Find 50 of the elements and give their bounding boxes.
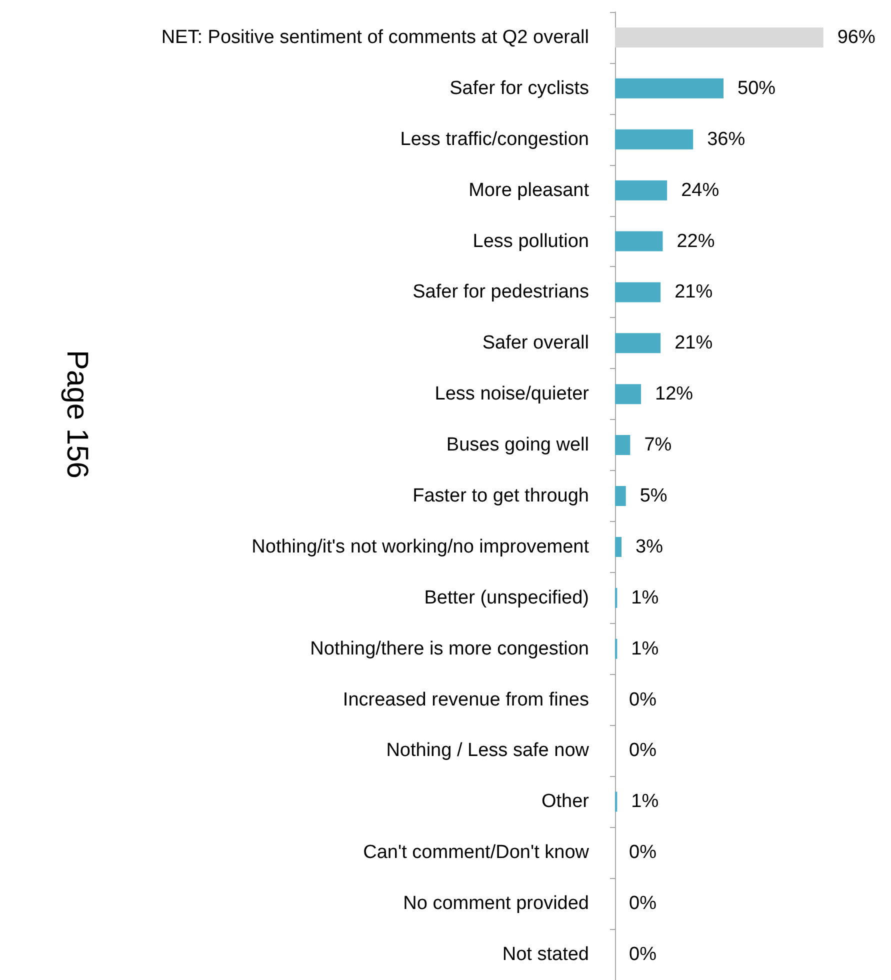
data-label: 0% (629, 740, 657, 762)
data-label: 0% (629, 893, 657, 914)
bar (615, 129, 694, 150)
y-tick-label: Faster to get through (412, 486, 589, 506)
data-label: 1% (631, 791, 659, 812)
data-label: 50% (738, 78, 776, 99)
y-tick-label: Safer for pedestrians (412, 282, 589, 303)
text: Page 156 (60, 350, 94, 478)
data-label: 0% (629, 842, 657, 864)
y-tick-label: Safer for cyclists (450, 78, 589, 99)
y-tick-label: Nothing/there is more congestion (310, 638, 589, 660)
y-tick-label: Buses going well (446, 434, 589, 456)
data-label: 1% (631, 587, 659, 608)
data-label: 7% (644, 434, 672, 456)
y-tick-label: NET: Positive sentiment of comments at Q2 overall (161, 26, 589, 48)
bar (615, 180, 668, 200)
bar (615, 231, 663, 252)
y-tick-label: Safer overall (482, 332, 589, 354)
data-label: 0% (629, 689, 657, 710)
data-label: 96% (837, 26, 876, 48)
y-tick-label: No comment provided (403, 893, 589, 914)
bar (615, 282, 661, 302)
y-tick-label: Increased revenue from fines (342, 689, 589, 710)
data-label: 1% (631, 638, 659, 660)
y-tick-label: Can't comment/Don't know (363, 842, 590, 864)
bar (615, 27, 824, 48)
y-tick-label: Not stated (502, 944, 589, 966)
y-tick-label: More pleasant (468, 180, 590, 201)
bar (615, 536, 622, 557)
data-label: 0% (629, 944, 657, 966)
data-label: 3% (636, 536, 664, 558)
data-label: 5% (640, 486, 668, 506)
bar (615, 384, 642, 404)
y-tick-label: Nothing/it's not working/no improvement (252, 536, 590, 558)
y-tick-label: Nothing / Less safe now (386, 740, 590, 762)
data-label: 24% (681, 180, 720, 201)
bar (615, 333, 661, 354)
y-tick-label: Better (unspecified) (424, 587, 589, 608)
bar (615, 486, 626, 506)
y-tick-label: Less noise/quieter (434, 384, 590, 405)
data-label: 22% (676, 230, 715, 252)
y-tick-label: Less traffic/congestion (400, 128, 589, 150)
data-label: 21% (674, 282, 713, 303)
data-label: 36% (707, 128, 746, 150)
bar (615, 78, 724, 98)
bar (615, 435, 630, 456)
y-tick-label: Other (541, 791, 590, 812)
data-label: 21% (674, 332, 713, 354)
data-label: 12% (655, 384, 694, 405)
y-tick-label: Less pollution (472, 230, 589, 252)
